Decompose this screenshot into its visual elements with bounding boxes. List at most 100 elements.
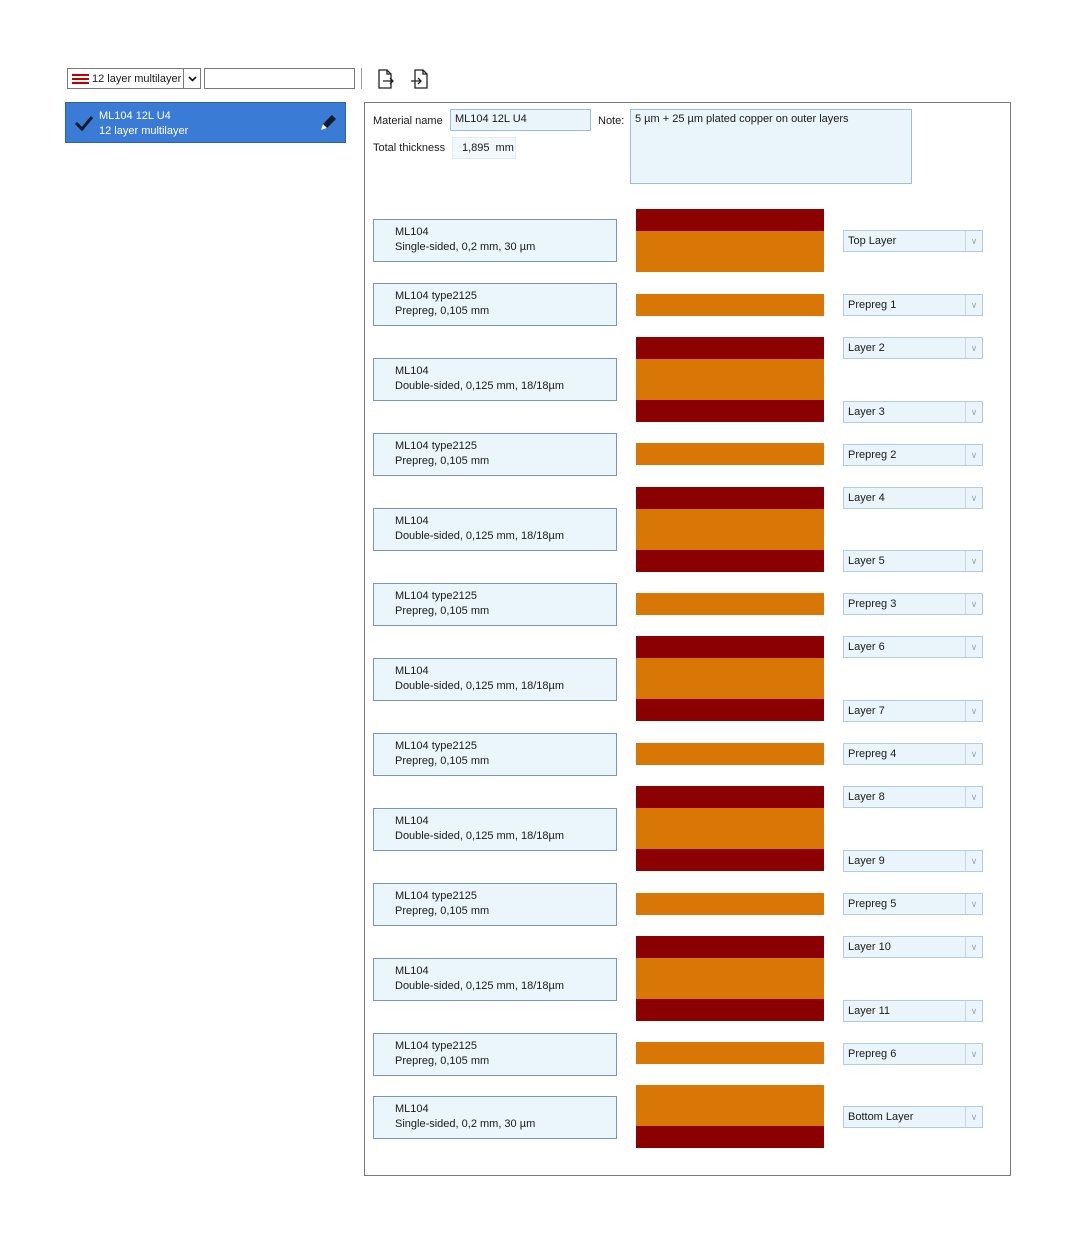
total-thickness-field: 1,895 mm: [452, 137, 516, 159]
layer-material-spec: Prepreg, 0,105 mm: [395, 605, 490, 617]
layer-material-spec: Single-sided, 0,2 mm, 30 µm: [395, 241, 536, 253]
layer-description[interactable]: ML104 type2125 Prepreg, 0,105 mm: [373, 433, 617, 476]
chevron-down-icon[interactable]: ∨: [965, 551, 982, 571]
layer-name-select[interactable]: Layer 8 ∨: [843, 786, 983, 808]
material-list-item[interactable]: ML104 12L U4 12 layer multilayer: [65, 102, 346, 143]
layer-description[interactable]: ML104 type2125 Prepreg, 0,105 mm: [373, 1033, 617, 1076]
layer-material-spec: Double-sided, 0,125 mm, 18/18µm: [395, 530, 564, 542]
chevron-down-icon[interactable]: ∨: [965, 851, 982, 871]
layer-name-label: Top Layer: [848, 235, 897, 247]
import-button[interactable]: [408, 68, 430, 90]
copper-layer-bar: [636, 337, 824, 359]
layer-name-select[interactable]: Layer 2 ∨: [843, 337, 983, 359]
layer-description[interactable]: ML104 Single-sided, 0,2 mm, 30 µm: [373, 1096, 617, 1139]
layer-name-select[interactable]: Layer 11 ∨: [843, 1000, 983, 1022]
layer-name-select[interactable]: Layer 7 ∨: [843, 700, 983, 722]
layer-description[interactable]: ML104 Double-sided, 0,125 mm, 18/18µm: [373, 358, 617, 401]
layer-name-select[interactable]: Prepreg 3 ∨: [843, 593, 983, 615]
copper-layer-bar: [636, 936, 824, 958]
layer-name-label: Layer 5: [848, 555, 885, 567]
chevron-down-icon[interactable]: ∨: [965, 701, 982, 721]
material-name-field[interactable]: ML104 12L U4: [450, 109, 591, 131]
layer-material-name: ML104: [395, 226, 429, 238]
layer-name-select[interactable]: Layer 9 ∨: [843, 850, 983, 872]
layer-name-select[interactable]: Bottom Layer ∨: [843, 1106, 983, 1128]
prepreg-bar: [636, 1042, 824, 1064]
layer-name-label: Prepreg 1: [848, 299, 897, 311]
pencil-icon[interactable]: [317, 112, 339, 137]
layer-name-label: Layer 10: [848, 941, 891, 953]
layer-material-spec: Double-sided, 0,125 mm, 18/18µm: [395, 380, 564, 392]
chevron-down-icon[interactable]: ∨: [965, 402, 982, 422]
copper-layer-bar: [636, 699, 824, 721]
total-thickness-value: 1,895: [462, 142, 490, 154]
copper-layer-bar: [636, 849, 824, 871]
core-bar: [636, 958, 824, 999]
chevron-down-icon[interactable]: [183, 69, 200, 88]
layer-name-label: Layer 9: [848, 855, 885, 867]
copper-layer-bar: [636, 550, 824, 572]
chevron-down-icon[interactable]: ∨: [965, 1107, 982, 1127]
prepreg-bar: [636, 294, 824, 316]
layer-material-name: ML104 type2125: [395, 290, 477, 302]
layer-name-select[interactable]: Layer 3 ∨: [843, 401, 983, 423]
layer-name-select[interactable]: Prepreg 6 ∨: [843, 1043, 983, 1065]
chevron-down-icon[interactable]: ∨: [965, 744, 982, 764]
core-bar: [636, 231, 824, 272]
copper-layer-bar: [636, 999, 824, 1021]
layer-description[interactable]: ML104 type2125 Prepreg, 0,105 mm: [373, 733, 617, 776]
material-item-name: ML104 12L U4: [99, 110, 171, 122]
prepreg-bar: [636, 443, 824, 465]
chevron-down-icon[interactable]: ∨: [965, 894, 982, 914]
chevron-down-icon[interactable]: ∨: [965, 1001, 982, 1021]
layer-material-spec: Double-sided, 0,125 mm, 18/18µm: [395, 980, 564, 992]
core-bar: [636, 359, 824, 400]
chevron-down-icon[interactable]: ∨: [965, 295, 982, 315]
layer-material-spec: Prepreg, 0,105 mm: [395, 1055, 490, 1067]
layer-name-select[interactable]: Layer 4 ∨: [843, 487, 983, 509]
chevron-down-icon[interactable]: ∨: [965, 787, 982, 807]
layer-material-spec: Double-sided, 0,125 mm, 18/18µm: [395, 680, 564, 692]
layer-description[interactable]: ML104 type2125 Prepreg, 0,105 mm: [373, 883, 617, 926]
layer-name-label: Layer 11: [848, 1005, 890, 1017]
note-field[interactable]: 5 µm + 25 µm plated copper on outer laye…: [630, 109, 912, 184]
chevron-down-icon[interactable]: ∨: [965, 445, 982, 465]
chevron-down-icon[interactable]: ∨: [965, 488, 982, 508]
layer-material-spec: Prepreg, 0,105 mm: [395, 905, 490, 917]
layer-description[interactable]: ML104 type2125 Prepreg, 0,105 mm: [373, 283, 617, 326]
layer-description[interactable]: ML104 Single-sided, 0,2 mm, 30 µm: [373, 219, 617, 262]
layer-name-label: Prepreg 3: [848, 598, 897, 610]
layer-name-select[interactable]: Top Layer ∨: [843, 230, 983, 252]
chevron-down-icon[interactable]: ∨: [965, 937, 982, 957]
layer-material-name: ML104: [395, 965, 429, 977]
layer-name-select[interactable]: Prepreg 2 ∨: [843, 444, 983, 466]
export-file-icon: [378, 69, 394, 89]
layer-description[interactable]: ML104 Double-sided, 0,125 mm, 18/18µm: [373, 958, 617, 1001]
layer-name-select[interactable]: Prepreg 5 ∨: [843, 893, 983, 915]
material-item-subtitle: 12 layer multilayer: [99, 125, 189, 137]
layer-description[interactable]: ML104 Double-sided, 0,125 mm, 18/18µm: [373, 508, 617, 551]
layer-name-select[interactable]: Prepreg 4 ∨: [843, 743, 983, 765]
layer-name-select[interactable]: Layer 6 ∨: [843, 636, 983, 658]
layer-description[interactable]: ML104 Double-sided, 0,125 mm, 18/18µm: [373, 658, 617, 701]
layer-material-name: ML104: [395, 365, 429, 377]
layer-material-name: ML104 type2125: [395, 440, 477, 452]
layer-name-select[interactable]: Prepreg 1 ∨: [843, 294, 983, 316]
chevron-down-icon[interactable]: ∨: [965, 594, 982, 614]
layer-name-label: Layer 8: [848, 791, 885, 803]
search-input[interactable]: [204, 68, 355, 89]
layer-material-name: ML104: [395, 815, 429, 827]
layer-description[interactable]: ML104 type2125 Prepreg, 0,105 mm: [373, 583, 617, 626]
copper-layer-bar: [636, 636, 824, 658]
chevron-down-icon[interactable]: ∨: [965, 637, 982, 657]
chevron-down-icon[interactable]: ∨: [965, 1044, 982, 1064]
layer-name-select[interactable]: Layer 10 ∨: [843, 936, 983, 958]
chevron-down-icon[interactable]: ∨: [965, 338, 982, 358]
layer-description[interactable]: ML104 Double-sided, 0,125 mm, 18/18µm: [373, 808, 617, 851]
chevron-down-icon[interactable]: ∨: [965, 231, 982, 251]
copper-layer-bar: [636, 487, 824, 509]
layer-type-select[interactable]: 12 layer multilayer: [67, 68, 201, 89]
note-label: Note:: [598, 115, 625, 127]
layer-name-select[interactable]: Layer 5 ∨: [843, 550, 983, 572]
export-button[interactable]: [374, 68, 396, 90]
